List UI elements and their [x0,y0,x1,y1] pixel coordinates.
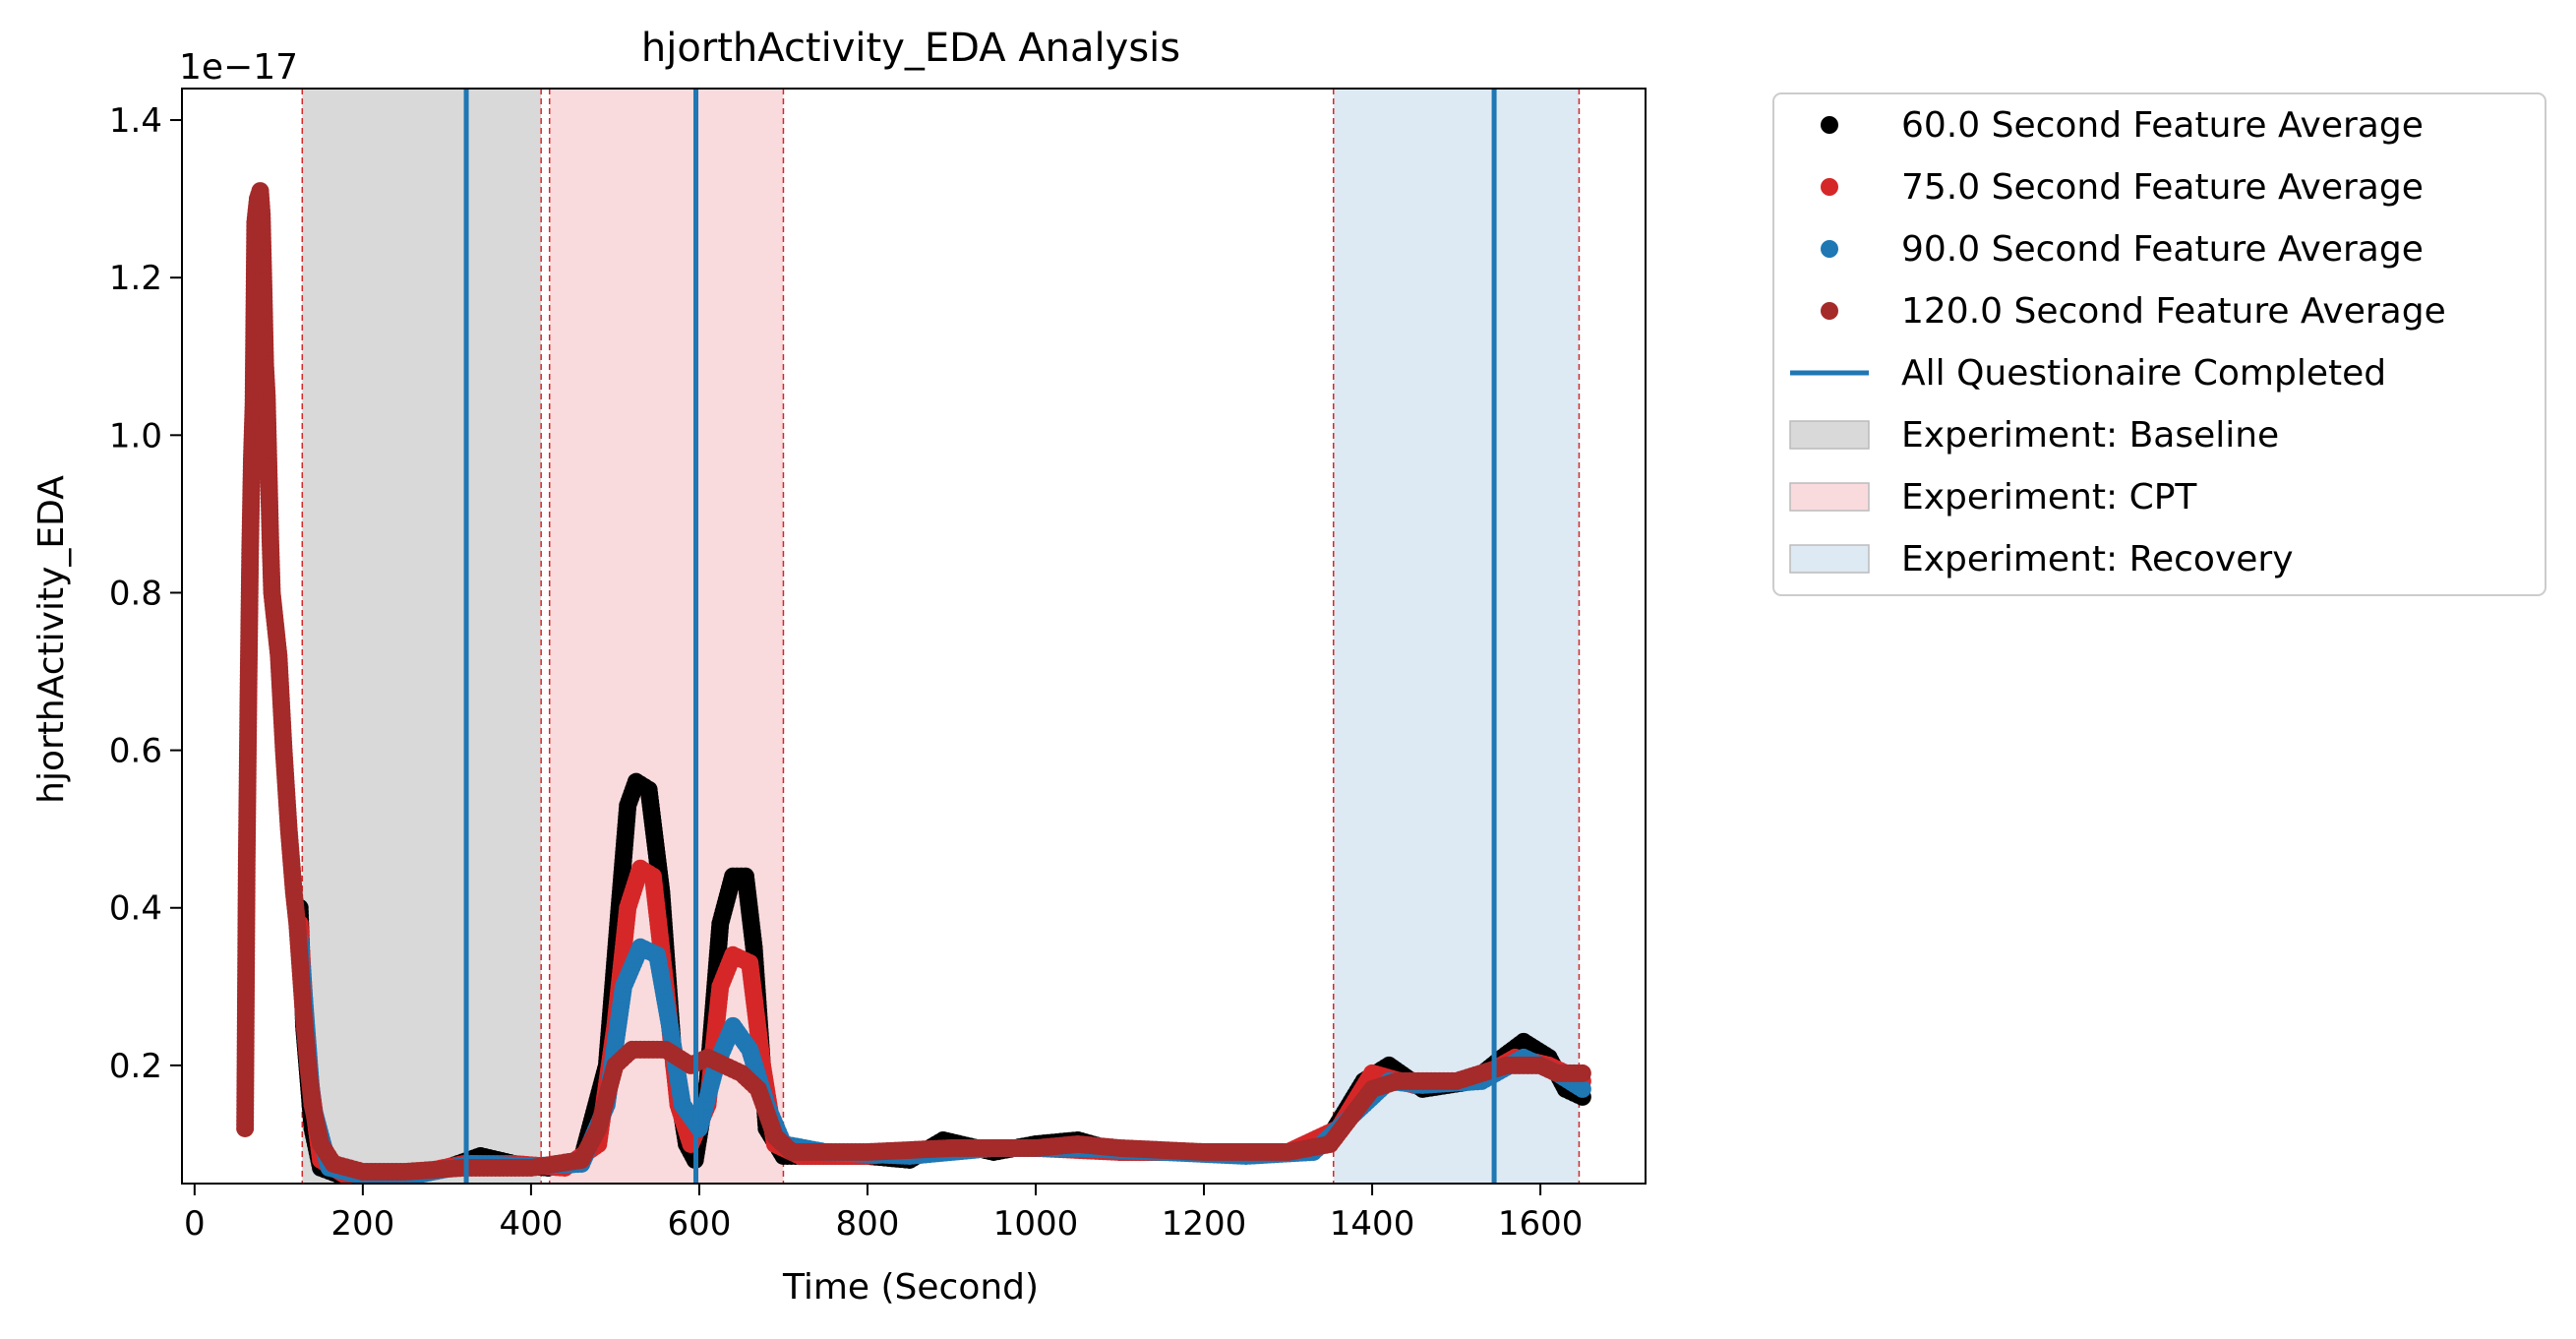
experiment-span-boundaries [301,89,1581,1184]
x-tick-label: 600 [667,1204,731,1244]
experiment-span-0 [302,89,542,1184]
y-tick-label: 0.6 [109,732,162,771]
x-tick-label: 1400 [1330,1204,1415,1244]
y-tick-label: 1.0 [109,416,162,456]
data-series [236,182,1591,1185]
y-axis-ticks: 0.2 0.4 0.6 0.8 1.0 1.2 1.4 [109,101,182,1086]
legend-label: 120.0 Second Feature Average [1901,291,2446,332]
data-point [1573,1064,1591,1082]
legend-label: 60.0 Second Feature Average [1901,105,2424,146]
x-axis-label: Time (Second) [782,1267,1039,1308]
legend-marker [1821,116,1838,134]
questionnaire-lines [463,89,1497,1184]
legend-label: Experiment: Baseline [1901,415,2279,456]
legend-marker [1821,240,1838,258]
legend-label: All Questionaire Completed [1901,353,2386,394]
data-point [1573,1079,1591,1098]
y-tick-label: 1.2 [109,259,162,298]
legend-patch [1789,420,1870,450]
plot-frame [181,88,1647,1185]
legend-patch [1789,544,1870,574]
legend-marker [1821,302,1838,320]
y-axis-offset-label: 1e−17 [179,47,298,88]
x-tick-label: 0 [184,1204,206,1244]
y-tick-label: 0.8 [109,574,162,613]
legend-label: 75.0 Second Feature Average [1901,167,2424,208]
legend-frame [1772,92,2546,596]
chart-title: hjorthActivity_EDA Analysis [641,26,1180,71]
x-axis-ticks: 0 200 400 600 800 1000 1200 1400 1600 [184,1184,1583,1244]
legend: 60.0 Second Feature Average 75.0 Second F… [1772,92,2546,596]
legend-label: 90.0 Second Feature Average [1901,229,2424,270]
y-tick-label: 0.4 [109,889,162,929]
legend-patch [1789,482,1870,512]
experiment-spans [302,89,1580,1184]
y-tick-label: 0.2 [109,1047,162,1086]
legend-marker [1821,178,1838,196]
y-axis-label: hjorthActivity_EDA [31,475,72,804]
x-tick-label: 400 [499,1204,563,1244]
x-tick-label: 1600 [1498,1204,1584,1244]
x-tick-label: 1000 [993,1204,1079,1244]
legend-label: Experiment: Recovery [1901,539,2294,579]
x-tick-label: 200 [330,1204,394,1244]
series-3 [236,182,1591,1181]
y-tick-label: 1.4 [109,101,162,141]
x-tick-label: 1200 [1162,1204,1247,1244]
legend-label: Experiment: CPT [1901,477,2197,517]
experiment-span-2 [1333,89,1580,1184]
x-tick-label: 800 [836,1204,900,1244]
